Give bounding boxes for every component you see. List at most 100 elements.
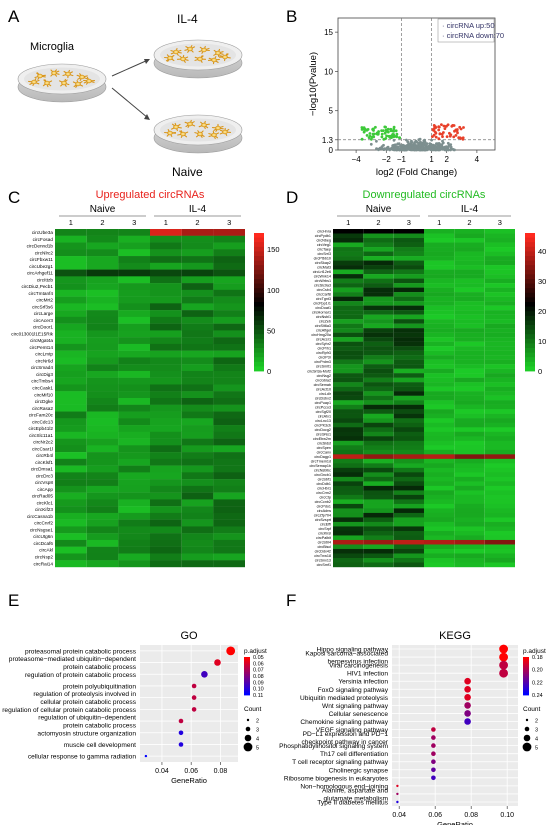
padjust-legend-tick: 0.24 [532,693,543,699]
heatmap-cell [363,468,393,473]
heatmap-cell [454,333,484,338]
heatmap-cell [333,337,363,342]
heatmap-cell [394,508,424,513]
row-label: circIttzb [37,277,54,282]
heatmap-cell [182,337,214,344]
heatmap-cell [394,418,424,423]
row-label: circWrbs1 [315,279,331,283]
heatmap-cell [394,517,424,522]
row-label: circLmtp [35,352,53,357]
heatmap-cell [333,396,363,401]
heatmap-cell [118,452,150,459]
heatmap-cell [394,544,424,549]
heatmap-cell [363,472,393,477]
heatmap-cell [394,558,424,563]
row-label: circAcsr1 [316,338,331,342]
heatmap-cell [485,504,515,509]
colorbar-step [254,261,264,266]
heatmap-cell [55,540,87,547]
row-label: circGNs1 [316,432,331,436]
point-up [437,125,440,128]
count-legend-label: 5 [535,746,538,752]
heatmap-cell [363,553,393,558]
cell-body [51,71,56,75]
heatmap-cell [485,301,515,306]
heatmap-cell [150,405,182,412]
term-dot [464,678,471,685]
heatmap-cell [333,459,363,464]
heatmap-cell [394,414,424,419]
naive-label: Naive [172,165,203,179]
heatmap-cell [394,522,424,527]
term-dot [396,801,398,803]
row-label: circDocg2 [315,428,331,432]
heatmap-cell [363,441,393,446]
count-legend-dot [525,727,530,732]
heatmap-cell [213,466,245,473]
colorbar-step [254,325,264,330]
heatmap-cell [363,283,393,288]
row-label: circCanx [317,450,331,454]
heatmap-cell [87,513,119,520]
heatmap-cell [333,297,363,302]
heatmap-cell [118,445,150,452]
point-ns [431,148,434,151]
heatmap-cell [424,391,454,396]
row-label: circTmtanf4 [29,291,54,296]
heatmap-cell [213,472,245,479]
heatmap-cell [213,398,245,405]
panel-letter-a: A [8,7,20,26]
heatmap-title: Upregulated circRNAs [96,189,205,201]
heatmap-cell [333,504,363,509]
heatmap-cell [363,535,393,540]
heatmap-cell [454,423,484,428]
heatmap-cell [485,229,515,234]
colorbar-step [525,247,535,252]
heatmap-cell [394,436,424,441]
heatmap-cell [424,373,454,378]
heatmap-cell [55,439,87,446]
heatmap-cell [485,432,515,437]
heatmap-cell [150,486,182,493]
heatmap-cell [485,522,515,527]
cell-body [79,75,84,79]
colorbar-step [254,353,264,358]
heatmap-cell [424,427,454,432]
row-label: circDgke [35,399,54,404]
heatmap-cell [55,236,87,243]
heatmap-cell [150,513,182,520]
heatmap-cell [150,432,182,439]
panel-letter-f: F [286,591,296,610]
colorbar-step [254,251,264,256]
heatmap-cell [394,526,424,531]
heatmap-cell [333,499,363,504]
heatmap-cell [118,547,150,554]
heatmap-cell [118,236,150,243]
term-label: Cellular senescence [329,711,389,718]
heatmap-cell [424,351,454,356]
heatmap-cell [424,355,454,360]
heatmap-cell [424,558,454,563]
row-label: circArhgef11 [27,271,53,276]
heatmap-cell [424,562,454,567]
heatmap-cell [118,398,150,405]
point-down [361,138,364,141]
heatmap-cell [485,355,515,360]
colorbar-tick-label: 100 [267,286,280,295]
heatmap-cell [485,243,515,248]
heatmap-cell [424,400,454,405]
heatmap-cell [55,364,87,371]
point-up [462,126,465,129]
heatmap-cell [454,310,484,315]
heatmap-cell [213,249,245,256]
heatmap-cell [87,290,119,297]
heatmap-cell [213,445,245,452]
point-up [460,128,463,131]
heatmap-cell [118,405,150,412]
volcano-points [361,123,465,151]
colorbar-step [254,348,264,353]
heatmap-cell [485,558,515,563]
heatmap-cell [424,409,454,414]
heatmap-cell [333,319,363,324]
row-label: circMat3 [317,266,331,270]
